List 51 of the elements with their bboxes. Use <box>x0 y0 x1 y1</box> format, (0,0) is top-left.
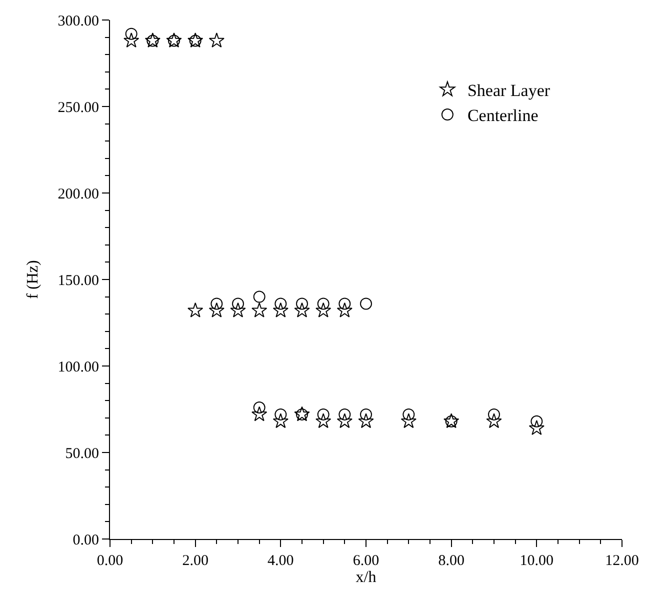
point <box>272 413 288 428</box>
point <box>188 302 204 318</box>
point <box>230 302 246 318</box>
y-tick-label: 250.00 <box>58 100 99 116</box>
point <box>252 302 268 318</box>
point <box>272 302 288 318</box>
point <box>316 302 332 318</box>
point <box>360 408 372 420</box>
point <box>317 298 330 310</box>
point <box>125 28 138 40</box>
point <box>294 302 310 318</box>
legend-label: Shear Layer <box>467 81 550 100</box>
x-tick-label: 10.00 <box>520 553 554 569</box>
x-axis-title: x/h <box>356 569 376 586</box>
point <box>488 408 500 420</box>
point <box>208 302 224 318</box>
point <box>208 32 224 48</box>
point <box>274 298 287 310</box>
point <box>124 32 140 48</box>
y-axis-title: f (Hz) <box>24 260 42 299</box>
point <box>316 413 332 428</box>
y-tick-label: 300.00 <box>58 13 99 30</box>
point <box>317 408 330 420</box>
x-tick-label: 2.00 <box>182 553 208 569</box>
y-tick-label: 50.00 <box>65 446 99 462</box>
point <box>402 408 415 420</box>
point <box>274 408 287 420</box>
x-tick-label: 4.00 <box>268 553 294 569</box>
point <box>210 298 223 310</box>
y-tick-label: 150.00 <box>58 272 99 289</box>
point <box>400 413 416 428</box>
point <box>253 290 266 303</box>
x-tick-label: 12.00 <box>605 553 639 569</box>
y-tick-label: 200.00 <box>58 186 99 202</box>
point <box>528 420 544 436</box>
point <box>336 302 352 318</box>
y-tick-label: 100.00 <box>58 359 99 376</box>
point <box>253 402 266 414</box>
point <box>252 406 268 422</box>
point <box>338 408 351 420</box>
point <box>336 413 352 428</box>
point <box>360 298 372 310</box>
point <box>338 298 351 310</box>
point <box>358 413 374 428</box>
x-tick-label: 0.00 <box>96 553 124 569</box>
y-tick-label: 0.00 <box>72 532 99 548</box>
x-tick-label: 6.00 <box>352 553 380 569</box>
x-tick-label: 8.00 <box>438 553 464 569</box>
point <box>486 413 502 428</box>
point <box>530 415 543 428</box>
legend-label: Centerline <box>467 106 538 126</box>
